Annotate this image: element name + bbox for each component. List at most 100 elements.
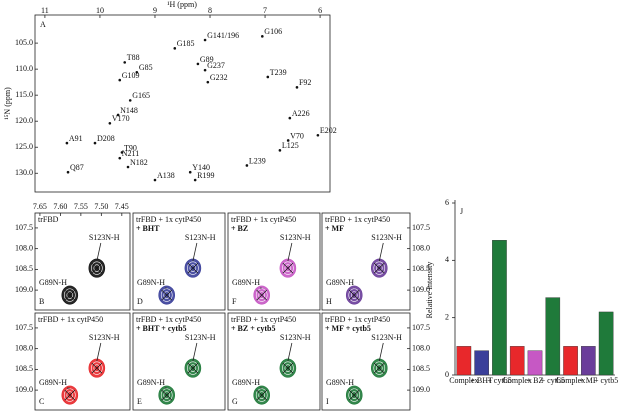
- peak: [188, 170, 192, 174]
- peak-cross: [256, 289, 267, 301]
- peak: [123, 61, 127, 64]
- x-tick-label: Complex: [449, 376, 478, 385]
- peak-cross: [161, 389, 172, 401]
- panel-title: + BZ + cytb5: [231, 324, 275, 333]
- peak-cross: [91, 262, 103, 274]
- panel-frame: [321, 312, 411, 411]
- y-tick-label: 108.5: [15, 364, 33, 373]
- peak-contour: [91, 361, 103, 375]
- peak-contour: [282, 361, 294, 375]
- panel-frame: [227, 212, 321, 311]
- peak-cross: [374, 362, 385, 374]
- annotation-line: [96, 242, 102, 262]
- x-tick-label: + cytb5: [487, 376, 511, 385]
- peak-contour: [350, 391, 358, 399]
- peak-label: G237: [207, 61, 225, 70]
- peak: [116, 113, 120, 117]
- peak: [128, 99, 132, 102]
- peak-cross: [374, 262, 385, 274]
- panel-letter: E: [137, 397, 142, 406]
- annotation-line: [192, 342, 198, 362]
- peak-label: G141/196: [207, 31, 239, 40]
- peak: [288, 116, 292, 120]
- panel-title: + BZ: [231, 224, 248, 233]
- peak-contour: [348, 388, 361, 402]
- peak-contour: [93, 364, 101, 372]
- panel-letter: D: [137, 297, 143, 306]
- peak-contour: [187, 361, 199, 375]
- peak-label: G109: [122, 71, 140, 80]
- peak: [126, 165, 130, 169]
- annotation-line: [378, 242, 384, 262]
- peak: [193, 178, 197, 182]
- y-tick-label: 108.0: [412, 243, 430, 252]
- y-tick-label: 108.0: [412, 343, 430, 352]
- peak-contour: [375, 364, 383, 372]
- peak-label: N148: [120, 106, 138, 115]
- peak: [65, 141, 69, 145]
- panel-frame: [132, 212, 226, 311]
- peak-contour: [91, 261, 103, 275]
- peak-label: T90: [124, 143, 137, 152]
- x-tick-label: + BHT: [470, 376, 493, 385]
- panel-title: trFBD: [38, 215, 59, 224]
- y-tick-label: 105.0: [15, 38, 33, 47]
- peak-annotation: S123N-H: [371, 233, 402, 242]
- peak-annotation: S123N-H: [185, 233, 216, 242]
- peak-contour: [189, 364, 197, 372]
- panel-letter: J: [460, 207, 463, 216]
- x-tick-label: 7: [263, 6, 267, 15]
- peak-annotation: G89N-H: [232, 278, 260, 287]
- x-tick-label: 11: [41, 6, 49, 15]
- peak: [153, 178, 157, 182]
- peak-contour: [284, 264, 292, 272]
- peak-label: G89: [200, 55, 214, 64]
- x-tick-label: + cytb5: [594, 376, 618, 385]
- peak-cross: [187, 262, 199, 274]
- peak-label: A138: [157, 171, 175, 180]
- peak-contour: [189, 264, 197, 272]
- annotation-line: [287, 342, 293, 362]
- panel-frame: [132, 312, 226, 411]
- y-tick-label: 108.0: [15, 243, 33, 252]
- peak-contour: [66, 291, 74, 299]
- peak-label: A91: [69, 134, 83, 143]
- peak-annotation: S123N-H: [185, 333, 216, 342]
- peak-cross: [348, 389, 360, 401]
- peak-label: Y140: [192, 163, 210, 172]
- peak-annotation: G89N-H: [39, 378, 67, 387]
- peak: [118, 156, 122, 160]
- y-tick-label: 108.5: [15, 264, 33, 273]
- peak-annotation: S123N-H: [371, 333, 402, 342]
- peak-cross: [64, 389, 76, 401]
- peak-label: T239: [270, 68, 287, 77]
- panel-letter: F: [232, 297, 237, 306]
- panel-title: trFBD + 1x cytP450: [231, 215, 296, 224]
- annotation-line: [192, 242, 198, 262]
- peak: [196, 62, 200, 66]
- panel-title: + MF + cytb5: [325, 324, 371, 333]
- y-tick-label: 108.5: [412, 364, 430, 373]
- y-tick-label: 107.5: [412, 323, 430, 332]
- panel-frame: [34, 14, 331, 193]
- peak-annotation: S123N-H: [280, 333, 311, 342]
- bar: [474, 350, 489, 376]
- peak-label: L239: [249, 156, 266, 165]
- peak-cross: [161, 289, 172, 301]
- peak: [295, 86, 299, 89]
- peak-annotation: S123N-H: [89, 233, 120, 242]
- x-tick-label: + BZ: [527, 376, 544, 385]
- x-tick-label: 6: [318, 6, 322, 15]
- y-tick-label: 110.0: [15, 64, 33, 73]
- y-tick-label: 120.0: [15, 116, 33, 125]
- y-axis-title: ¹⁵N (ppm): [3, 87, 12, 120]
- peak-label: Q87: [70, 163, 84, 172]
- panel-title: trFBD + 1x cytP450: [136, 315, 201, 324]
- x-tick-label: 7.50: [94, 202, 108, 211]
- x-tick-label: 7.55: [74, 202, 88, 211]
- peak-contour: [163, 391, 171, 399]
- y-tick-label: 107.5: [15, 323, 33, 332]
- peak: [261, 35, 264, 38]
- panel-title: + MF: [325, 224, 344, 233]
- peak-contour: [373, 261, 386, 275]
